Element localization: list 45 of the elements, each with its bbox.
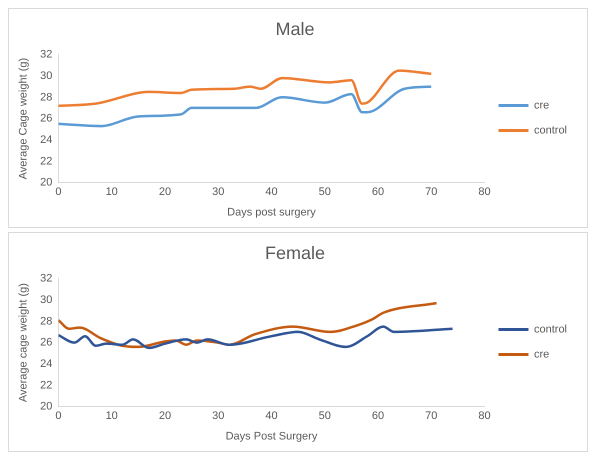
y-tick-label: 26 — [40, 112, 52, 125]
x-tick-label: 10 — [106, 186, 118, 198]
x-tick-label: 70 — [425, 410, 438, 422]
y-tick-label: 32 — [40, 48, 52, 61]
y-tick-label: 28 — [40, 91, 52, 104]
x-tick-label: 0 — [55, 186, 62, 198]
x-tick-label: 80 — [478, 186, 491, 198]
y-tick-label: 24 — [40, 134, 52, 146]
chart-title: Male — [275, 18, 315, 39]
legend-label: control — [534, 124, 568, 137]
x-tick-label: 60 — [372, 186, 384, 198]
y-tick-label: 30 — [40, 70, 52, 82]
legend-label: cre — [534, 100, 550, 112]
x-tick-label: 60 — [372, 410, 384, 422]
y-tick-label: 30 — [40, 294, 52, 306]
line-series — [58, 325, 454, 350]
y-tick-label: 22 — [40, 155, 52, 168]
y-tick-label: 28 — [40, 315, 52, 328]
x-tick-label: 40 — [265, 410, 278, 422]
x-tick-label: 40 — [265, 186, 278, 198]
y-axis-title: Average cage weight (g) — [18, 283, 30, 402]
y-axis-title: Average Cage weight (g) — [18, 58, 30, 180]
line-series — [58, 69, 432, 108]
x-axis-title: Days post surgery — [227, 206, 316, 218]
y-tick-label: 32 — [40, 272, 52, 285]
x-tick-label: 30 — [212, 410, 224, 422]
chart-title: Female — [264, 242, 326, 263]
x-tick-label: 30 — [212, 186, 224, 198]
x-tick-label: 50 — [318, 410, 331, 422]
x-tick-label: 0 — [55, 410, 62, 422]
legend-label: cre — [534, 348, 550, 361]
x-tick-label: 80 — [478, 410, 491, 422]
y-tick-label: 24 — [40, 358, 52, 370]
y-tick-label: 26 — [40, 336, 52, 349]
x-tick-label: 50 — [318, 186, 331, 198]
x-tick-label: 10 — [106, 410, 118, 422]
x-axis-title: Days Post Surgery — [226, 430, 318, 442]
x-tick-label: 70 — [425, 186, 438, 198]
y-tick-label: 20 — [40, 400, 52, 413]
y-tick-label: 22 — [40, 379, 52, 392]
line-series — [58, 85, 432, 128]
y-tick-label: 20 — [40, 176, 52, 189]
x-tick-label: 20 — [158, 186, 172, 198]
x-tick-label: 20 — [158, 410, 172, 422]
legend-label: control — [534, 324, 568, 336]
